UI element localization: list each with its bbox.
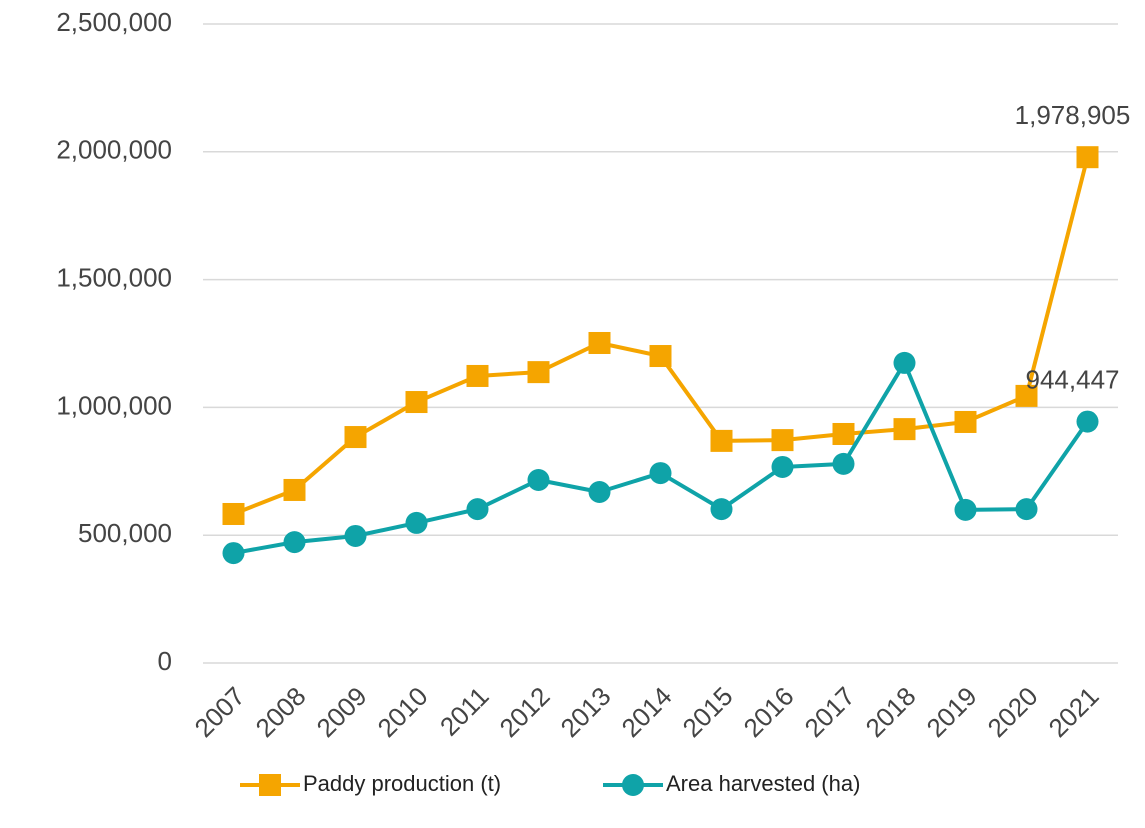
marker: [893, 351, 916, 374]
legend-text: Paddy production (t): [303, 771, 501, 796]
x-tick-label: 2009: [310, 681, 372, 743]
x-tick-label: 2010: [371, 681, 433, 743]
y-tick-label: 0: [158, 646, 172, 676]
y-tick-label: 1,500,000: [56, 262, 172, 292]
marker: [405, 391, 428, 414]
marker: [1076, 410, 1099, 433]
marker: [649, 345, 672, 368]
marker: [466, 498, 489, 521]
marker: [527, 468, 550, 491]
y-tick-label: 2,500,000: [56, 7, 172, 37]
x-tick-label: 2008: [249, 681, 311, 743]
y-tick-label: 1,000,000: [56, 390, 172, 420]
series-line: [233, 360, 1090, 556]
x-tick-label: 2012: [493, 681, 555, 743]
marker: [283, 478, 306, 501]
marker: [954, 410, 977, 433]
marker: [344, 426, 367, 449]
marker: [405, 511, 428, 534]
marker: [771, 455, 794, 478]
legend-text: Area harvested (ha): [666, 771, 860, 796]
marker: [893, 418, 916, 441]
marker: [344, 524, 367, 547]
marker: [222, 502, 245, 525]
marker: [283, 531, 306, 554]
marker: [466, 364, 489, 387]
x-tick-label: 2007: [188, 681, 250, 743]
legend-marker: [622, 774, 644, 796]
x-tick-label: 2013: [554, 681, 616, 743]
data-label: 944,447: [1026, 364, 1120, 394]
legend-marker: [259, 774, 281, 796]
x-tick-label: 2019: [920, 681, 982, 743]
marker: [710, 498, 733, 521]
marker: [1015, 384, 1038, 407]
marker: [1076, 146, 1099, 169]
x-tick-label: 2014: [615, 681, 677, 743]
marker: [588, 481, 611, 504]
marker: [954, 498, 977, 521]
marker: [710, 429, 733, 452]
marker: [771, 429, 794, 452]
marker: [1015, 498, 1038, 521]
marker: [527, 361, 550, 384]
x-tick-label: 2020: [981, 681, 1043, 743]
x-tick-label: 2016: [737, 681, 799, 743]
y-tick-label: 500,000: [78, 518, 172, 548]
x-tick-label: 2015: [676, 681, 738, 743]
marker: [222, 542, 245, 565]
y-tick-label: 2,000,000: [56, 135, 172, 165]
series-line: [232, 156, 1090, 516]
data-label: 1,978,905: [1015, 100, 1131, 130]
marker: [649, 462, 672, 485]
marker: [832, 452, 855, 475]
x-tick-label: 2011: [434, 681, 495, 742]
x-tick-label: 2021: [1042, 681, 1104, 743]
marker: [588, 331, 611, 354]
x-tick-label: 2017: [798, 681, 860, 743]
x-tick-label: 2018: [859, 681, 921, 743]
marker: [832, 422, 855, 445]
